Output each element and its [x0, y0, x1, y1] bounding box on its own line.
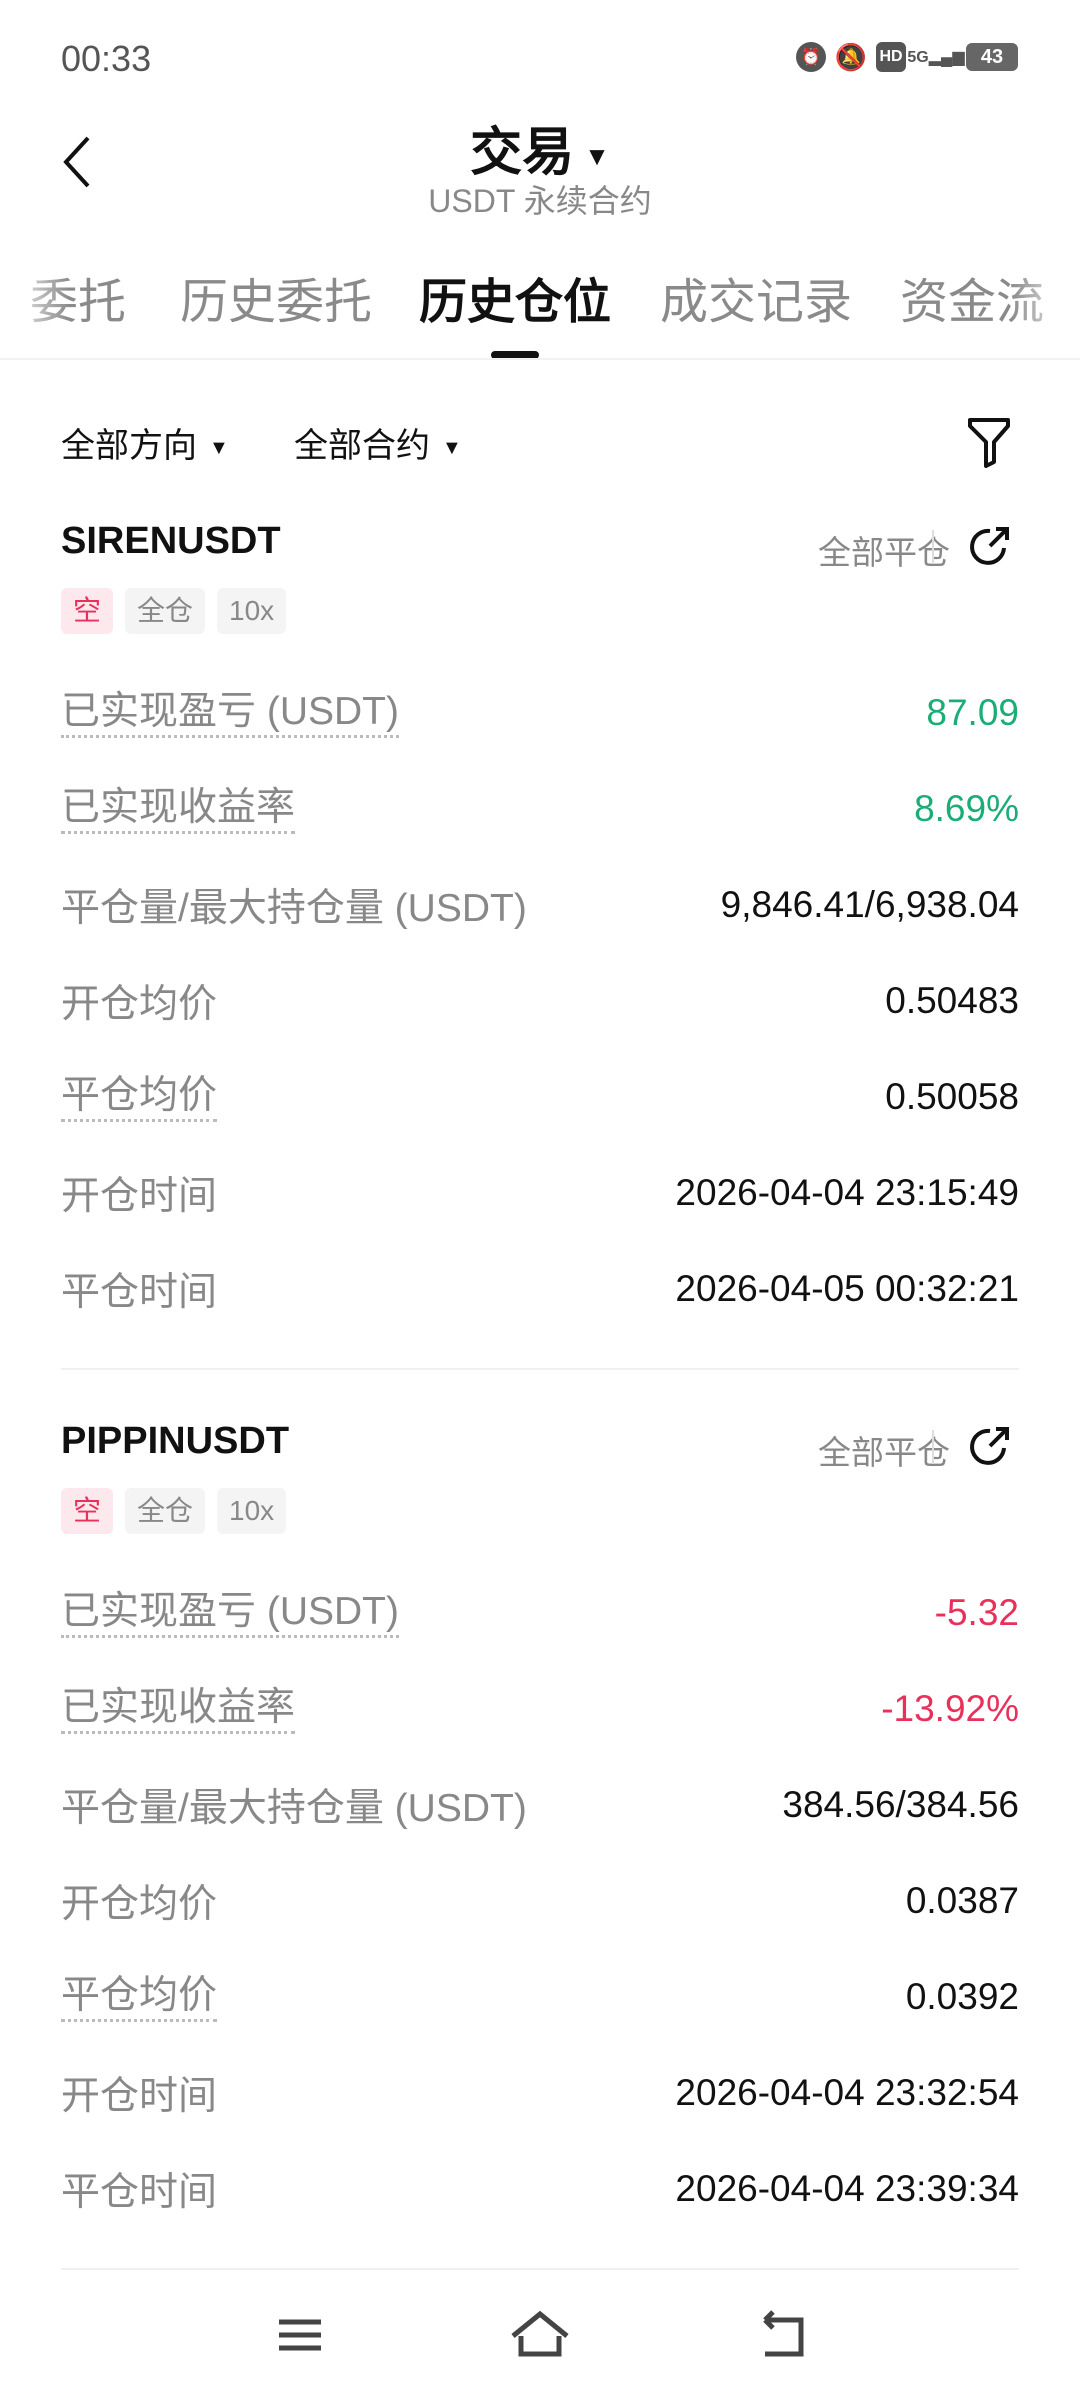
caret-down-icon: ▼ — [209, 436, 229, 459]
5g-signal-icon: 5G▂▄▆ — [907, 49, 965, 66]
detail-value: 0.0392 — [905, 1976, 1019, 2017]
detail-label[interactable]: 平仓均价 — [61, 1973, 218, 2022]
direction-filter[interactable]: 全部方向 ▼ — [61, 418, 229, 467]
position-symbol: PIPPINUSDT — [61, 1420, 290, 1462]
share-icon[interactable] — [964, 522, 1014, 572]
contract-filter[interactable]: 全部合约 ▼ — [294, 418, 462, 467]
detail-label: 平仓量/最大持仓量 (USDT) — [61, 887, 527, 930]
detail-row: 已实现收益率 -13.92% — [61, 1679, 1019, 1739]
mute-icon: 🔕 — [834, 41, 868, 72]
divider — [0, 358, 1080, 360]
tab-order-history[interactable]: 历史委托 — [180, 276, 373, 329]
detail-row: 平仓时间 2026-04-04 23:39:34 — [61, 2159, 1019, 2219]
detail-label: 开仓时间 — [61, 2075, 218, 2118]
direction-tag: 空 — [61, 588, 114, 634]
detail-value: 2026-04-04 23:39:34 — [675, 2168, 1019, 2209]
detail-row: 平仓量/最大持仓量 (USDT) 384.56/384.56 — [61, 1775, 1019, 1835]
direction-filter-label: 全部方向 — [61, 427, 197, 465]
close-all-button[interactable]: 全部平仓 — [818, 1434, 950, 1471]
detail-value: 87.09 — [926, 692, 1019, 733]
caret-down-icon: ▼ — [442, 436, 462, 459]
system-nav-bar — [0, 2300, 1080, 2370]
contract-filter-label: 全部合约 — [294, 427, 430, 465]
detail-label: 开仓均价 — [61, 983, 218, 1026]
separator — [932, 1430, 934, 1464]
title-text: 交易 — [470, 124, 575, 182]
detail-label: 平仓时间 — [61, 1271, 218, 1314]
detail-row: 开仓均价 0.50483 — [61, 971, 1019, 1031]
position-tags: 空全仓 10x — [61, 1488, 287, 1534]
detail-row: 已实现收益率 8.69% — [61, 779, 1019, 839]
hd-icon: HD — [876, 42, 906, 72]
detail-value: 0.50483 — [885, 980, 1019, 1021]
detail-label: 开仓均价 — [61, 1883, 218, 1926]
detail-row: 已实现盈亏 (USDT) 87.09 — [61, 683, 1019, 743]
detail-row: 开仓时间 2026-04-04 23:32:54 — [61, 2063, 1019, 2123]
detail-value: 0.50058 — [885, 1076, 1019, 1117]
detail-value: 0.0387 — [905, 1880, 1019, 1921]
detail-value: -5.32 — [934, 1592, 1019, 1633]
position-tags: 空全仓 10x — [61, 588, 287, 634]
detail-row: 开仓均价 0.0387 — [61, 1871, 1019, 1931]
back-icon[interactable] — [56, 130, 106, 190]
leverage-tag: 10x — [217, 588, 287, 634]
detail-row: 开仓时间 2026-04-04 23:15:49 — [61, 1163, 1019, 1223]
detail-label[interactable]: 已实现收益率 — [61, 1685, 296, 1734]
detail-label: 开仓时间 — [61, 1175, 218, 1218]
detail-label[interactable]: 平仓均价 — [61, 1073, 218, 1122]
margin-mode-tag: 全仓 — [125, 588, 206, 634]
detail-value: 8.69% — [914, 788, 1019, 829]
direction-tag: 空 — [61, 1488, 114, 1534]
battery-icon: 43 — [966, 43, 1018, 71]
margin-mode-tag: 全仓 — [125, 1488, 206, 1534]
detail-value: 2026-04-04 23:32:54 — [675, 2072, 1019, 2113]
detail-value: -13.92% — [881, 1688, 1019, 1729]
status-icons: ⏰ 🔕 HD 5G▂▄▆ 43 — [796, 42, 1018, 72]
detail-value: 384.56/384.56 — [782, 1784, 1019, 1825]
tab-trade-records[interactable]: 成交记录 — [660, 276, 853, 329]
detail-value: 2026-04-04 23:15:49 — [675, 1172, 1019, 1213]
separator — [932, 530, 934, 564]
detail-label: 平仓时间 — [61, 2171, 218, 2214]
card-divider — [61, 2268, 1019, 2270]
menu-icon[interactable] — [265, 2300, 335, 2370]
tab-position-history[interactable]: 历史仓位 — [419, 276, 612, 329]
tab-indicator — [491, 351, 539, 359]
detail-row: 平仓均价 0.50058 — [61, 1067, 1019, 1127]
caret-down-icon: ▼ — [584, 140, 610, 171]
page-title[interactable]: 交易 ▼ — [0, 110, 1080, 185]
position-symbol: SIRENUSDT — [61, 520, 281, 562]
alarm-icon: ⏰ — [796, 42, 826, 72]
detail-label[interactable]: 已实现收益率 — [61, 785, 296, 834]
detail-value: 9,846.41/6,938.04 — [720, 884, 1019, 925]
detail-row: 平仓量/最大持仓量 (USDT) 9,846.41/6,938.04 — [61, 875, 1019, 935]
card-divider — [61, 1368, 1019, 1370]
detail-row: 平仓均价 0.0392 — [61, 1967, 1019, 2027]
tab-fade-left — [0, 262, 70, 332]
leverage-tag: 10x — [217, 1488, 287, 1534]
status-time: 00:33 — [61, 38, 152, 79]
tab-bar: 委托 历史委托 历史仓位 成交记录 资金流 — [0, 262, 1080, 332]
share-icon[interactable] — [964, 1422, 1014, 1472]
page-subtitle: USDT 永续合约 — [428, 183, 652, 219]
home-icon[interactable] — [505, 2300, 575, 2370]
filter-icon[interactable] — [964, 414, 1014, 468]
detail-row: 已实现盈亏 (USDT) -5.32 — [61, 1583, 1019, 1643]
detail-row: 平仓时间 2026-04-05 00:32:21 — [61, 1259, 1019, 1319]
detail-value: 2026-04-05 00:32:21 — [675, 1268, 1019, 1309]
close-all-button[interactable]: 全部平仓 — [818, 534, 950, 571]
back-nav-icon[interactable] — [745, 2300, 815, 2370]
detail-label[interactable]: 已实现盈亏 (USDT) — [61, 689, 399, 738]
tab-fade-right — [1010, 262, 1080, 332]
detail-label: 平仓量/最大持仓量 (USDT) — [61, 1787, 527, 1830]
detail-label[interactable]: 已实现盈亏 (USDT) — [61, 1589, 399, 1638]
